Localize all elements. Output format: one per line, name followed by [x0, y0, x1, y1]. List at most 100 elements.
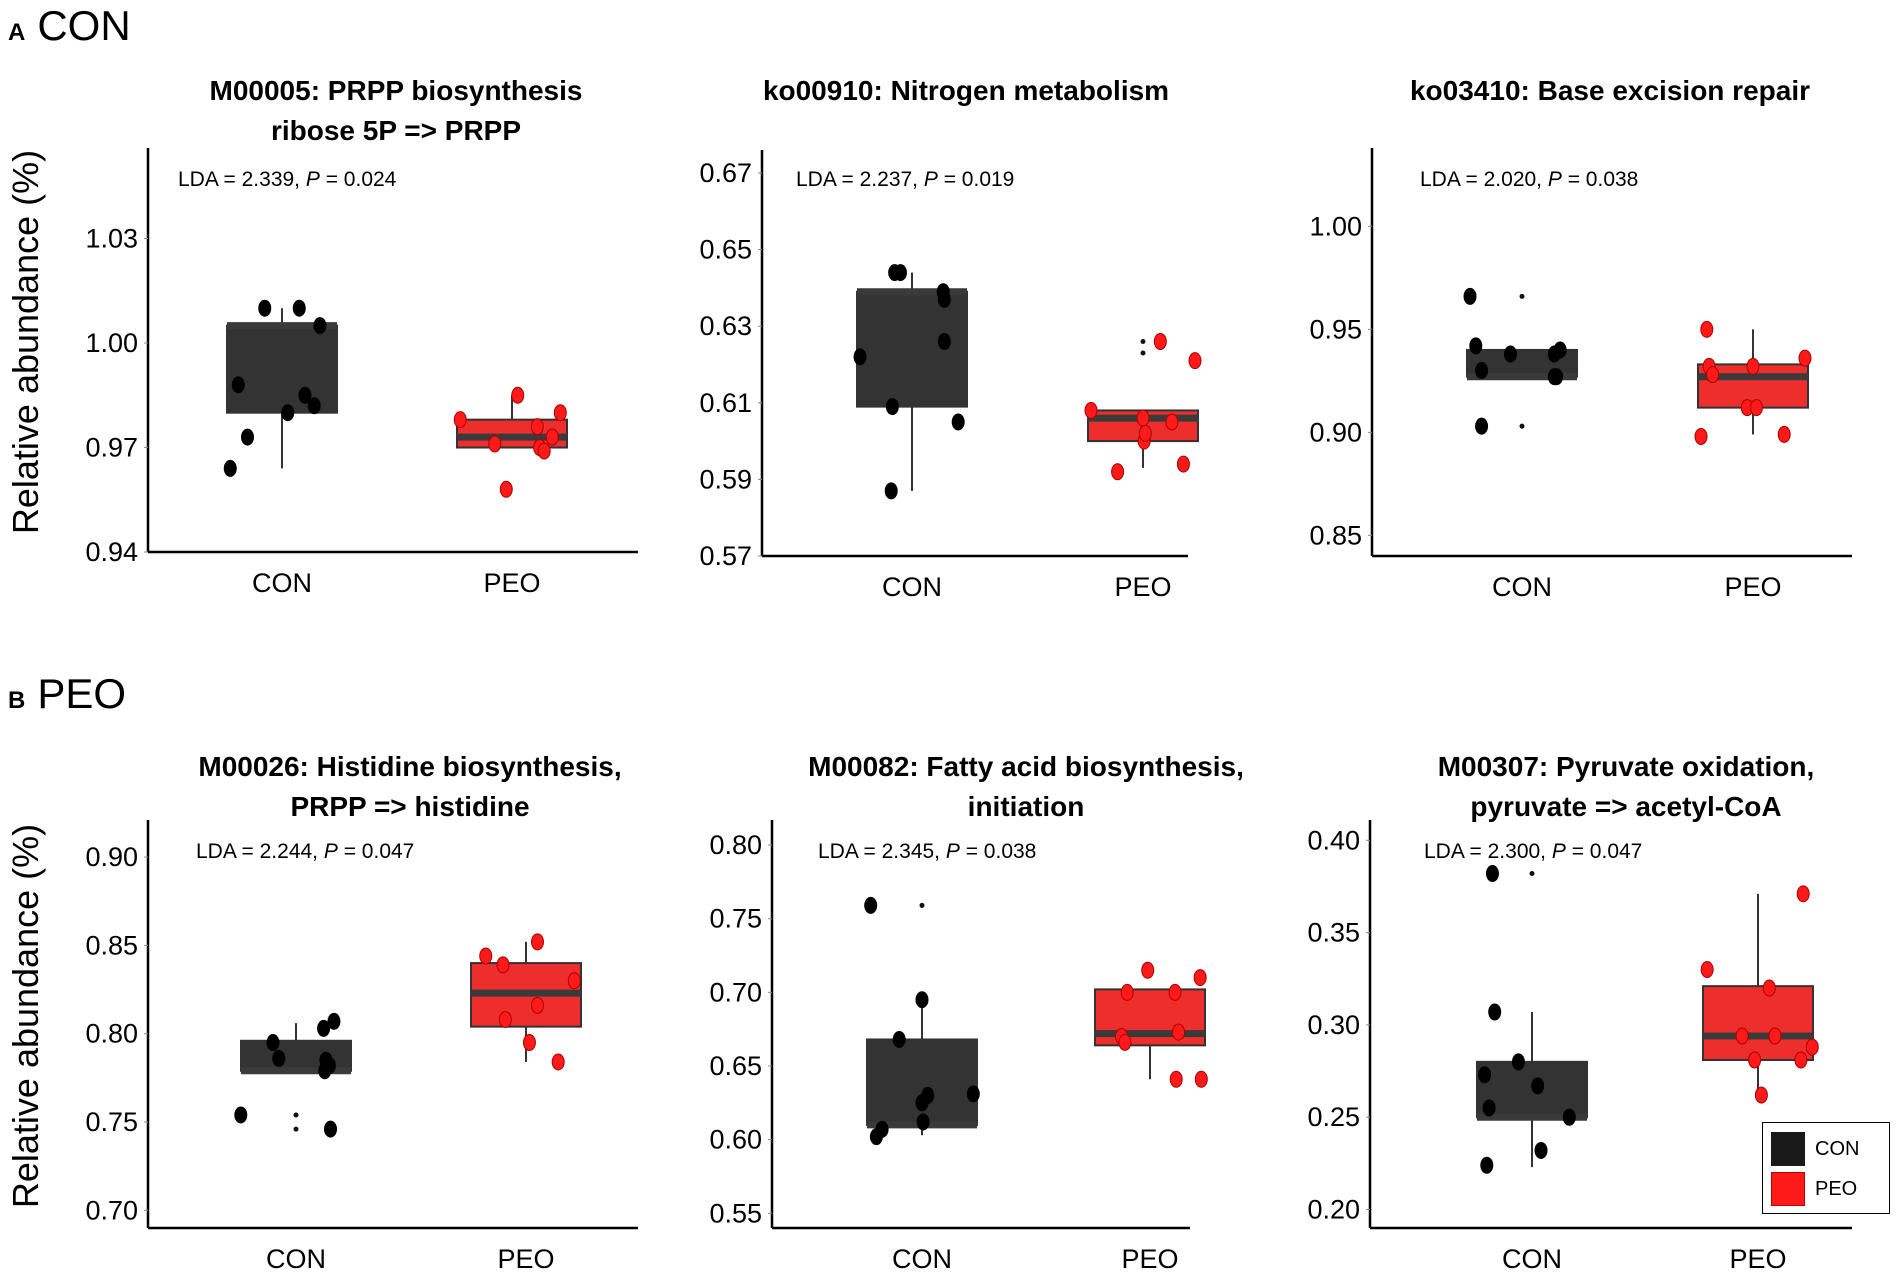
data-point-con	[1475, 362, 1489, 380]
data-point-peo	[1754, 1086, 1768, 1104]
data-point-peo	[498, 1011, 512, 1029]
chart-title: initiation	[968, 791, 1085, 822]
subplot-3: ko03410: Base excision repair LDA = 2.020…	[1309, 75, 1852, 602]
data-point-peo	[1749, 399, 1763, 417]
data-point-peo	[1165, 413, 1179, 431]
data-point-peo	[1120, 983, 1134, 1001]
chart-title: M00307: Pyruvate oxidation,	[1438, 751, 1815, 782]
subplot-2: ko00910: Nitrogen metabolism LDA = 2.237,…	[699, 75, 1202, 602]
data-point-con	[292, 299, 306, 317]
x-tick-label: CON	[1502, 1244, 1562, 1274]
x-tick-label: PEO	[1114, 572, 1171, 602]
y-tick-label: 0.75	[709, 904, 762, 934]
y-tick-label: 0.70	[709, 977, 762, 1007]
legend-swatch-con	[1771, 1132, 1805, 1166]
legend-item-peo: PEO	[1771, 1171, 1857, 1207]
y-tick-label: 0.97	[85, 433, 138, 463]
data-point-con	[258, 299, 272, 317]
data-point-con	[1463, 287, 1477, 305]
data-point-con	[1482, 1099, 1496, 1117]
data-point-con	[1534, 1141, 1548, 1159]
y-tick-label: 0.20	[1307, 1195, 1360, 1225]
subplot-1: M00005: PRPP biosynthesis ribose 5P => PR…	[85, 75, 638, 598]
data-point-peo	[511, 386, 525, 404]
subplot-6: M00307: Pyruvate oxidation, pyruvate => a…	[1307, 751, 1852, 1274]
x-tick-label: PEO	[1724, 572, 1781, 602]
data-point-con	[223, 459, 237, 477]
data-point-con	[915, 991, 929, 1009]
stat-annotation: LDA = 2.244, P = 0.047	[196, 840, 414, 863]
data-point-con	[853, 348, 867, 366]
y-tick-label: 0.90	[1309, 417, 1362, 447]
y-tick-label: 0.65	[709, 1051, 762, 1081]
y-tick-label: 0.70	[85, 1195, 138, 1225]
data-point-con	[892, 1030, 906, 1048]
data-point-peo	[1700, 961, 1714, 979]
data-point-peo	[1805, 1038, 1819, 1056]
data-point-con	[1488, 1003, 1502, 1021]
legend-swatch-peo	[1771, 1172, 1805, 1206]
y-tick-label: 0.25	[1307, 1102, 1360, 1132]
x-tick-label: PEO	[1121, 1244, 1178, 1274]
x-tick-label: CON	[882, 572, 942, 602]
data-point-peo	[1172, 1023, 1185, 1041]
data-point-peo	[1768, 1027, 1782, 1045]
data-point-con	[307, 397, 321, 415]
x-tick-label: PEO	[483, 568, 540, 598]
data-point-peo	[1136, 409, 1150, 427]
x-tick-label: CON	[892, 1244, 952, 1274]
x-tick-label: CON	[266, 1244, 326, 1274]
x-tick-label: PEO	[1729, 1244, 1786, 1274]
data-point-peo	[453, 411, 467, 429]
data-point-peo	[1193, 969, 1207, 987]
data-point-con	[1531, 1077, 1545, 1095]
data-point-con	[1562, 1108, 1576, 1126]
data-point-peo	[488, 435, 502, 453]
y-tick-label: 1.00	[85, 328, 138, 358]
panel-name: PEO	[37, 670, 127, 717]
data-point-peo	[1168, 983, 1182, 1001]
stat-annotation: LDA = 2.300, P = 0.047	[1424, 840, 1642, 863]
subplot-5: M00082: Fatty acid biosynthesis, initiati…	[709, 751, 1243, 1274]
data-point-con	[231, 376, 245, 394]
data-point-peo	[1694, 427, 1708, 445]
y-tick-label: 0.59	[699, 464, 752, 494]
data-point-con	[951, 413, 965, 431]
y-tick-label: 0.75	[85, 1107, 138, 1137]
data-point-con	[1478, 1066, 1492, 1084]
data-point-con	[966, 1085, 980, 1103]
y-tick-label: 0.40	[1307, 825, 1360, 855]
box-peo	[1702, 985, 1814, 1062]
subplot-4: M00026: Histidine biosynthesis, PRPP => h…	[85, 751, 638, 1274]
data-point-peo	[1700, 320, 1714, 338]
data-point-peo	[1118, 1033, 1132, 1051]
y-tick-label: 1.03	[85, 224, 138, 254]
y-tick-label: 1.00	[1309, 211, 1362, 241]
data-point-peo	[1794, 1051, 1808, 1069]
data-point-peo	[1796, 885, 1810, 903]
x-tick-label: PEO	[497, 1244, 554, 1274]
outlier-point	[919, 902, 925, 908]
data-point-con	[864, 896, 878, 914]
y-tick-label: 0.67	[699, 158, 752, 188]
data-point-con	[324, 1120, 337, 1138]
outlier-point	[1140, 339, 1146, 345]
data-point-peo	[530, 418, 544, 436]
y-tick-label: 0.63	[699, 311, 752, 341]
y-axis-label: Relative abundance (%)	[5, 150, 46, 534]
stat-annotation: LDA = 2.339, P = 0.024	[178, 168, 397, 191]
data-point-con	[1550, 368, 1564, 386]
stat-annotation: LDA = 2.020, P = 0.038	[1420, 168, 1638, 191]
chart-title: ko00910: Nitrogen metabolism	[763, 75, 1169, 106]
data-point-peo	[1188, 352, 1202, 370]
y-tick-label: 0.30	[1307, 1010, 1360, 1040]
y-tick-label: 0.95	[1309, 314, 1362, 344]
data-point-con	[281, 404, 295, 422]
data-point-con	[272, 1049, 286, 1067]
box-con	[866, 1038, 978, 1126]
data-point-peo	[1762, 979, 1776, 997]
data-point-peo	[1194, 1070, 1208, 1088]
data-point-peo	[1746, 357, 1760, 375]
data-point-peo	[1735, 1027, 1749, 1045]
data-point-con	[322, 1057, 336, 1075]
